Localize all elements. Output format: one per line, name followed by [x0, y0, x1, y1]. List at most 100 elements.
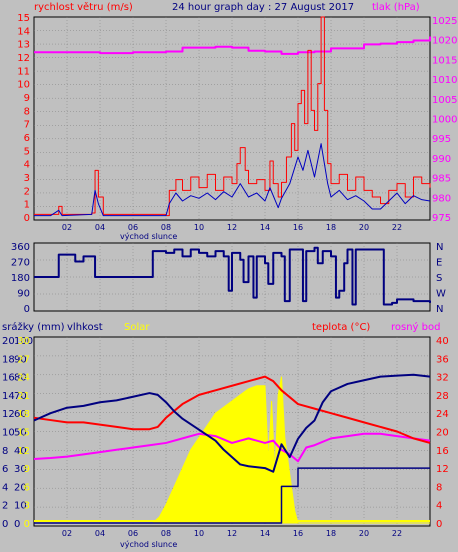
wind-speed-tick-label: 4 [24, 160, 30, 171]
pressure-tick-label: 1020 [432, 36, 457, 47]
pressure-tick-label: 1025 [432, 16, 457, 27]
wind-direction-y-axis: 0 90 180 270 360 [11, 242, 30, 315]
temperature-tick-label: 8 [436, 482, 442, 493]
wind-speed-tick-label: 15 [17, 13, 30, 24]
wind-speed-tick-label: 3 [24, 173, 30, 184]
pressure-label: tlak (hPa) [372, 2, 420, 13]
solar-tick-label: 21 [17, 391, 30, 402]
x-tick-label: 08 [161, 529, 171, 538]
wind-speed-tick-label: 11 [17, 66, 30, 77]
temperature-tick-label: 0 [436, 519, 442, 530]
sunrise-label-bottom: východ slunce [120, 540, 177, 549]
temperature-label: teplota (°C) [312, 322, 370, 333]
compass-tick-label: W [436, 289, 446, 300]
x-tick-label: 22 [392, 529, 402, 538]
x-tick-label: 16 [293, 223, 303, 232]
wind-speed-tick-label: 10 [17, 80, 30, 91]
wind-direction-tick-label: 270 [11, 258, 30, 269]
temperature-tick-label: 32 [436, 373, 449, 384]
temperature-tick-label: 16 [436, 446, 449, 457]
humidity-tick-label: 40 [14, 446, 27, 457]
pressure-y-axis: 975 980 985 990 995 1000 1005 1010 1015 1020 1025 [432, 16, 457, 224]
pressure-tick-label: 985 [432, 174, 451, 185]
pressure-tick-label: 990 [432, 154, 451, 165]
wind-speed-tick-label: 2 [24, 186, 30, 197]
wind-speed-tick-label: 1 [24, 200, 30, 211]
wind-speed-series-line [34, 16, 431, 217]
dew-point-label: rosný bod [391, 321, 440, 333]
pressure-tick-label: 1010 [432, 75, 457, 86]
bottom-x-axis-ticks: 02 04 06 08 10 12 14 16 18 20 22 [62, 529, 402, 538]
wind-direction-series [34, 246, 431, 306]
rain-label: srážky (mm) [2, 321, 65, 333]
humidity-tick-label: 50 [14, 428, 27, 439]
wind-direction-series-line [34, 246, 431, 306]
pressure-series-line [34, 36, 431, 55]
humidity-tick-label: 70 [14, 391, 27, 402]
solar-tick-label: 24 [17, 373, 30, 384]
rain-tick-label: 10 [2, 428, 15, 439]
wind-speed-tick-label: 7 [24, 120, 30, 131]
x-tick-label: 10 [194, 223, 204, 232]
rain-tick-label: 4 [2, 482, 8, 493]
x-tick-label: 12 [227, 529, 237, 538]
pressure-tick-label: 1005 [432, 95, 457, 106]
x-tick-label: 12 [227, 223, 237, 232]
humidity-tick-label: 10 [14, 501, 27, 512]
solar-tick-label: 15 [17, 428, 30, 439]
wind-speed-tick-label: 9 [24, 93, 30, 104]
wind-speed-label: rychlost větru (m/s) [34, 1, 133, 13]
x-tick-label: 20 [359, 529, 369, 538]
pressure-tick-label: 1000 [432, 115, 457, 126]
temperature-tick-label: 12 [436, 464, 449, 475]
wind-speed-tick-label: 13 [17, 40, 30, 51]
wind-speed-tick-label: 12 [17, 53, 30, 64]
x-tick-label: 20 [359, 223, 369, 232]
temperature-series-line [33, 375, 431, 444]
wind-speed-tick-label: 5 [24, 146, 30, 157]
wind-pressure-series [34, 16, 431, 217]
pressure-tick-label: 1015 [432, 55, 457, 66]
top-x-axis-ticks: 02 04 06 08 10 12 14 16 18 20 22 [62, 223, 402, 232]
rain-tick-label: 16 [2, 373, 15, 384]
pressure-tick-label: 995 [432, 134, 451, 145]
temp-humidity-series [33, 373, 431, 524]
wind-speed-tick-label: 6 [24, 133, 30, 144]
humidity-tick-label: 20 [14, 482, 27, 493]
x-tick-label: 02 [62, 223, 72, 232]
humidity-tick-label: 90 [14, 354, 27, 365]
x-tick-label: 08 [161, 223, 171, 232]
temperature-tick-label: 28 [436, 391, 449, 402]
rain-tick-label: 20 [2, 336, 15, 347]
compass-tick-label: N [436, 242, 443, 253]
rain-tick-label: 0 [2, 519, 8, 530]
temperature-y-axis: 0 4 8 12 16 20 24 28 32 36 40 [436, 336, 449, 530]
solar-tick-label: 3 [24, 501, 30, 512]
x-tick-label: 04 [95, 529, 105, 538]
compass-tick-label: N [436, 304, 443, 315]
x-tick-label: 18 [326, 223, 336, 232]
wind-direction-tick-label: 360 [11, 242, 30, 253]
solar-tick-label: 6 [24, 482, 30, 493]
rain-tick-label: 6 [2, 464, 8, 475]
temperature-tick-label: 40 [436, 336, 449, 347]
x-tick-label: 22 [392, 223, 402, 232]
humidity-tick-label: 30 [14, 464, 27, 475]
x-tick-label: 10 [194, 529, 204, 538]
x-tick-label: 06 [128, 223, 138, 232]
humidity-tick-label: 100 [14, 336, 33, 347]
pressure-tick-label: 975 [432, 213, 451, 224]
solar-label: Solar [124, 322, 150, 333]
temperature-tick-label: 24 [436, 409, 449, 420]
rain-tick-label: 18 [2, 354, 15, 365]
rain-tick-label: 12 [2, 409, 15, 420]
x-tick-label: 04 [95, 223, 105, 232]
humidity-tick-label: 60 [14, 409, 27, 420]
x-tick-label: 16 [293, 529, 303, 538]
wind-speed-tick-label: 8 [24, 106, 30, 117]
wind-average-series-line [34, 143, 431, 217]
rain-series-line [34, 467, 430, 524]
